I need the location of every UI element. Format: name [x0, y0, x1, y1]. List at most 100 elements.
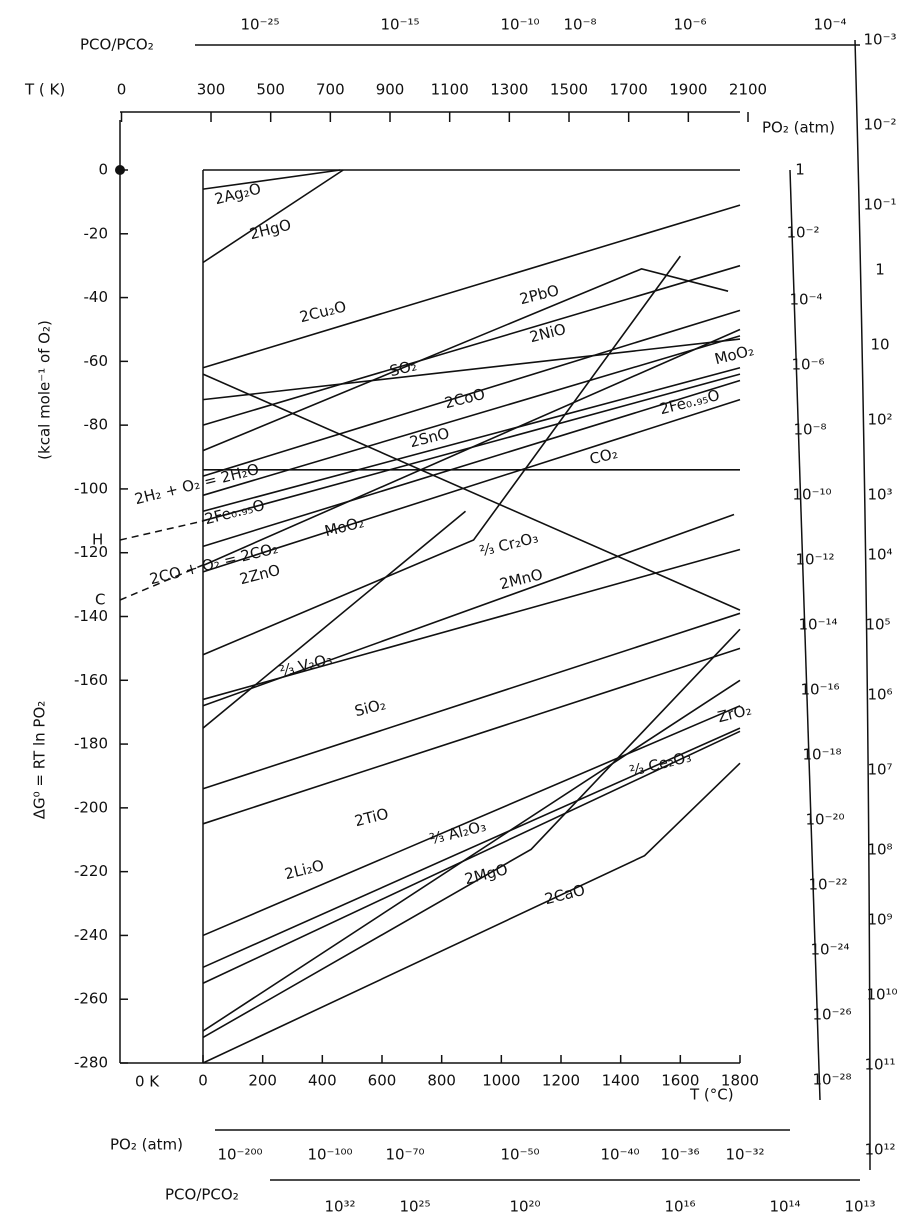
- scale-label: 10: [870, 336, 889, 354]
- kelvin-tick-label: 700: [316, 81, 345, 99]
- series-line: [203, 511, 466, 728]
- scale-label: 10⁻⁷⁰: [385, 1146, 424, 1164]
- scale-label: 10²: [867, 411, 892, 429]
- scale-label: 10¹⁶: [664, 1198, 695, 1216]
- series-label: 2CoO: [443, 385, 487, 412]
- scale-label: 10⁻¹⁰: [792, 486, 831, 504]
- y-tick-label: -180: [74, 735, 108, 753]
- y-tick-label: -200: [74, 798, 108, 816]
- series-line: [203, 706, 740, 936]
- page: T (°C) ΔG⁰ = RT ln PO₂ (kcal mole⁻¹ of O…: [0, 0, 910, 1227]
- scale-label: 10⁻¹⁰: [500, 16, 539, 34]
- x-tick-label: 1000: [482, 1072, 520, 1090]
- series-line: [203, 336, 740, 495]
- x-tick-label: 1800: [721, 1072, 759, 1090]
- scale-label: 10⁻¹: [863, 196, 896, 214]
- scale-label: 10⁻²: [863, 116, 896, 134]
- scale-label: 10⁵: [865, 616, 890, 634]
- scale-label: 10⁻⁴⁰: [600, 1146, 639, 1164]
- scale-label: 1: [795, 161, 805, 179]
- y-tick-label: -100: [74, 479, 108, 497]
- y-tick-label: -160: [74, 671, 108, 689]
- kelvin-tick-label: 900: [376, 81, 405, 99]
- kelvin-tick-label: 500: [256, 81, 285, 99]
- scale-label: 10⁻³²: [725, 1146, 764, 1164]
- y-axis-title: ΔG⁰ = RT ln PO₂: [31, 701, 49, 820]
- y-tick-label: -20: [84, 224, 109, 242]
- scale-label: 10⁻²²: [808, 876, 847, 894]
- series-label: 2Li₂O: [283, 856, 326, 883]
- scale-label: 10¹⁰: [866, 986, 897, 1004]
- scale-title: PCO/PCO₂: [80, 36, 154, 54]
- scale-label: 10⁴: [867, 546, 892, 564]
- series-label: MoO₂: [323, 513, 366, 540]
- scale-label: 10⁻⁵⁰: [500, 1146, 539, 1164]
- y-tick-label: -240: [74, 926, 108, 944]
- series-label: SO₂: [388, 356, 419, 380]
- scale-label: 10⁻²: [786, 224, 819, 242]
- scale-label: 10⁻³: [863, 31, 896, 49]
- x-tick-label: 1400: [602, 1072, 640, 1090]
- scale-label: 10⁻⁴: [789, 291, 822, 309]
- series-label: 2Fe₀.₉₅O: [658, 386, 722, 418]
- series-label: 2Ag₂O: [213, 179, 263, 208]
- x-tick-label: 200: [248, 1072, 277, 1090]
- series-line: [203, 763, 740, 1063]
- scale-label: 10⁻²⁰⁰: [217, 1146, 262, 1164]
- series-label: 2NiO: [528, 320, 568, 346]
- series-label: SiO₂: [353, 695, 388, 720]
- series-label: ⅔ V₂O₃: [278, 650, 334, 680]
- kelvin-tick-label: 1700: [610, 81, 648, 99]
- y-tick-label: -220: [74, 862, 108, 880]
- scale-label: 10²⁰: [509, 1198, 540, 1216]
- scale-label: 10¹²: [864, 1141, 895, 1159]
- scale-label: 1: [875, 261, 885, 279]
- x-tick-label: 1200: [542, 1072, 580, 1090]
- scale-label: 10⁻²⁵: [240, 16, 279, 34]
- series-label: 2MnO: [498, 565, 545, 593]
- o2-right-scale: [790, 170, 820, 1100]
- scale-title: PCO/PCO₂: [165, 1186, 239, 1204]
- scale-label: 10⁻⁸: [793, 421, 826, 439]
- scale-label: 10⁶: [867, 686, 892, 704]
- scale-title: PO₂ (atm): [762, 119, 835, 137]
- scale-label: 10⁻⁶: [673, 16, 706, 34]
- scale-label: 10⁻⁸: [563, 16, 596, 34]
- series-line: [203, 680, 740, 1031]
- scale-label: 10⁻¹⁵: [380, 16, 419, 34]
- scale-label: 10⁻²⁸: [812, 1071, 851, 1089]
- scale-label: 10²⁵: [399, 1198, 430, 1216]
- kelvin-title: T ( K): [24, 81, 65, 99]
- scale-label: 10⁹: [867, 911, 892, 929]
- series-label: ⅔ Cr₂O₃: [478, 528, 540, 560]
- scale-label: 10⁻¹⁸: [802, 746, 841, 764]
- kelvin-tick-label: 1100: [431, 81, 469, 99]
- scale-label: 10³²: [324, 1198, 355, 1216]
- series-label: 2HgO: [248, 216, 293, 244]
- series-line: [203, 400, 740, 572]
- scale-label: 10¹¹: [864, 1056, 895, 1074]
- kelvin-tick-label: 1900: [669, 81, 707, 99]
- scale-label: 10⁷: [867, 761, 892, 779]
- series-label: 2TiO: [353, 805, 391, 831]
- series-label: ⅔ Al₂O₃: [428, 817, 488, 848]
- scale-label: 10⁻²⁰: [805, 811, 844, 829]
- series-line: [203, 329, 740, 565]
- series-label: 2MgO: [463, 860, 510, 888]
- kelvin-tick-label: 2100: [729, 81, 767, 99]
- scale-label: 10¹³: [844, 1198, 875, 1216]
- chart: T (°C) ΔG⁰ = RT ln PO₂ (kcal mole⁻¹ of O…: [0, 0, 910, 1227]
- series-label: 2CaO: [543, 881, 587, 908]
- y-tick-label: -60: [84, 352, 109, 370]
- scale-label: 10⁻¹²: [795, 551, 834, 569]
- series-label: ⅔ Ce₂O₃: [628, 748, 693, 781]
- series-label: 2Cu₂O: [298, 297, 348, 326]
- scale-title: PO₂ (atm): [110, 1136, 183, 1154]
- scale-label: 10⁻¹⁶: [800, 681, 839, 699]
- x-tick-label: 0: [198, 1072, 208, 1090]
- y-axis-unit: (kcal mole⁻¹ of O₂): [36, 320, 54, 460]
- series-label: MoO₂: [713, 341, 756, 368]
- x-tick-label: 400: [308, 1072, 337, 1090]
- y-tick-label: -140: [74, 607, 108, 625]
- y-tick-label: -260: [74, 990, 108, 1008]
